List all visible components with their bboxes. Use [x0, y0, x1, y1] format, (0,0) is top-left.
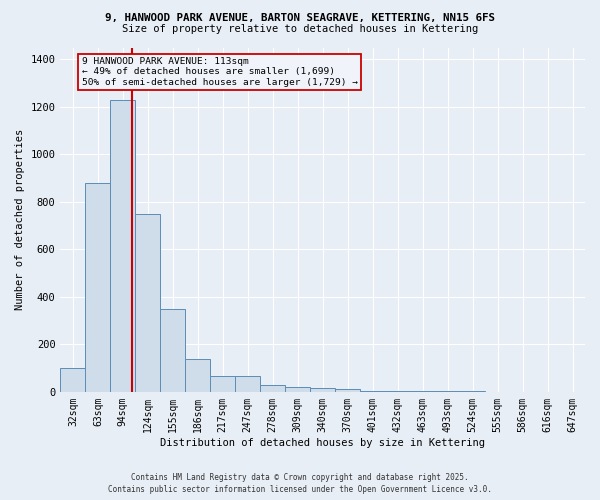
Text: 9, HANWOOD PARK AVENUE, BARTON SEAGRAVE, KETTERING, NN15 6FS: 9, HANWOOD PARK AVENUE, BARTON SEAGRAVE,… [105, 12, 495, 22]
Bar [185, 358, 210, 392]
X-axis label: Distribution of detached houses by size in Kettering: Distribution of detached houses by size … [160, 438, 485, 448]
Bar [410, 391, 435, 392]
Bar [385, 391, 410, 392]
Y-axis label: Number of detached properties: Number of detached properties [15, 129, 25, 310]
Bar [360, 390, 385, 392]
Text: Contains HM Land Registry data © Crown copyright and database right 2025.
Contai: Contains HM Land Registry data © Crown c… [108, 472, 492, 494]
Bar [136, 214, 160, 392]
Text: Size of property relative to detached houses in Kettering: Size of property relative to detached ho… [122, 24, 478, 34]
Bar [260, 386, 285, 392]
Bar [310, 388, 335, 392]
Text: 9 HANWOOD PARK AVENUE: 113sqm
← 49% of detached houses are smaller (1,699)
50% o: 9 HANWOOD PARK AVENUE: 113sqm ← 49% of d… [82, 57, 358, 87]
Bar [85, 183, 110, 392]
Bar [210, 376, 235, 392]
Bar [285, 387, 310, 392]
Bar [61, 368, 85, 392]
Bar [335, 390, 360, 392]
Bar [160, 308, 185, 392]
Bar [110, 100, 136, 392]
Bar [235, 376, 260, 392]
